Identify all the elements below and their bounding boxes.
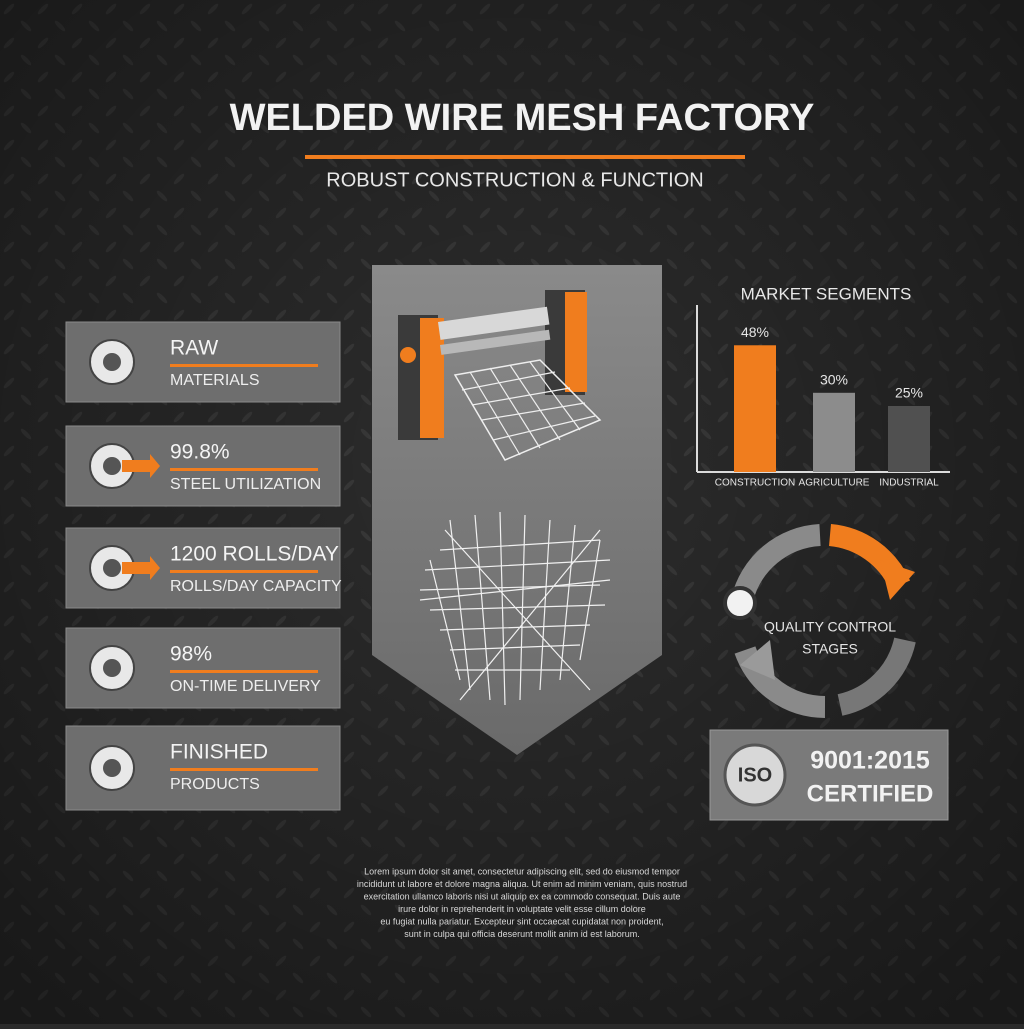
footer-line: exercitation ullamco laboris nisi ut ali… xyxy=(364,891,681,901)
card-subtitle: ROLLS/DAY CAPACITY xyxy=(170,578,342,595)
iso-status: CERTIFIED xyxy=(807,780,934,807)
quality-label: QUALITY CONTROL xyxy=(764,619,896,635)
footer-text: Lorem ipsum dolor sit amet, consectetur … xyxy=(357,866,687,939)
bar xyxy=(813,392,855,472)
subtitle: ROBUST CONSTRUCTION & FUNCTION xyxy=(326,169,703,191)
quality-label: STAGES xyxy=(802,641,858,657)
title-rule xyxy=(305,155,745,159)
card-rule xyxy=(170,570,318,573)
quality-cycle-icon xyxy=(723,524,916,718)
footer-line: irure dolor in reprehenderit in voluptat… xyxy=(398,904,646,914)
card-subtitle: ON-TIME DELIVERY xyxy=(170,678,321,695)
iso-badge-text: ISO xyxy=(738,764,772,786)
footer-line: Lorem ipsum dolor sit amet, consectetur … xyxy=(364,866,680,876)
chart-title: MARKET SEGMENTS xyxy=(741,284,912,303)
value-label: 25% xyxy=(895,385,923,401)
card-title: FINISHED xyxy=(170,741,268,764)
card-icon xyxy=(122,556,160,580)
footer-line: eu fugiat nulla pariatur. Excepteur sint… xyxy=(380,916,663,926)
iso-badge xyxy=(723,743,787,807)
card-subtitle: STEEL UTILIZATION xyxy=(170,476,321,493)
card-icon xyxy=(103,457,121,475)
value-label: 30% xyxy=(820,372,848,388)
card-title: RAW xyxy=(170,337,218,360)
iso-standard: 9001:2015 xyxy=(810,747,930,775)
process-banner xyxy=(372,265,662,755)
card-subtitle: MATERIALS xyxy=(170,372,260,389)
card-title: 99.8% xyxy=(170,441,230,464)
card-rule xyxy=(170,468,318,471)
title: WELDED WIRE MESH FACTORY xyxy=(230,97,815,139)
value-label: 48% xyxy=(741,324,769,340)
x-tick-label: INDUSTRIAL xyxy=(879,478,939,489)
card-icon xyxy=(103,659,121,677)
footer-line: incididunt ut labore et dolore magna ali… xyxy=(357,879,687,889)
stat-cards: RAW MATERIALS 99.8% STEEL UTILIZATION 1200 R… xyxy=(65,321,342,811)
card-rule xyxy=(170,364,318,367)
card-rule xyxy=(170,670,318,673)
x-tick-label: AGRICULTURE xyxy=(799,478,870,489)
card-rule xyxy=(170,768,318,771)
card-icon xyxy=(103,353,121,371)
card-icon xyxy=(103,759,121,777)
card-title: 1200 ROLLS/DAY xyxy=(170,543,339,566)
bar-chart: 48% CONSTRUCTION 30% AGRICULTURE 25% INDUSTRI… xyxy=(715,324,939,489)
bar xyxy=(888,406,930,472)
card-subtitle: PRODUCTS xyxy=(170,776,260,793)
bar xyxy=(734,345,776,472)
card-icon xyxy=(122,454,160,478)
card-icon xyxy=(103,559,121,577)
welding-machine-illustration xyxy=(398,290,602,461)
card-title: 98% xyxy=(170,643,212,666)
footer-line: sunt in culpa qui officia deserunt molli… xyxy=(404,929,639,939)
x-tick-label: CONSTRUCTION xyxy=(715,478,796,489)
wire-mesh-illustration xyxy=(419,511,611,706)
